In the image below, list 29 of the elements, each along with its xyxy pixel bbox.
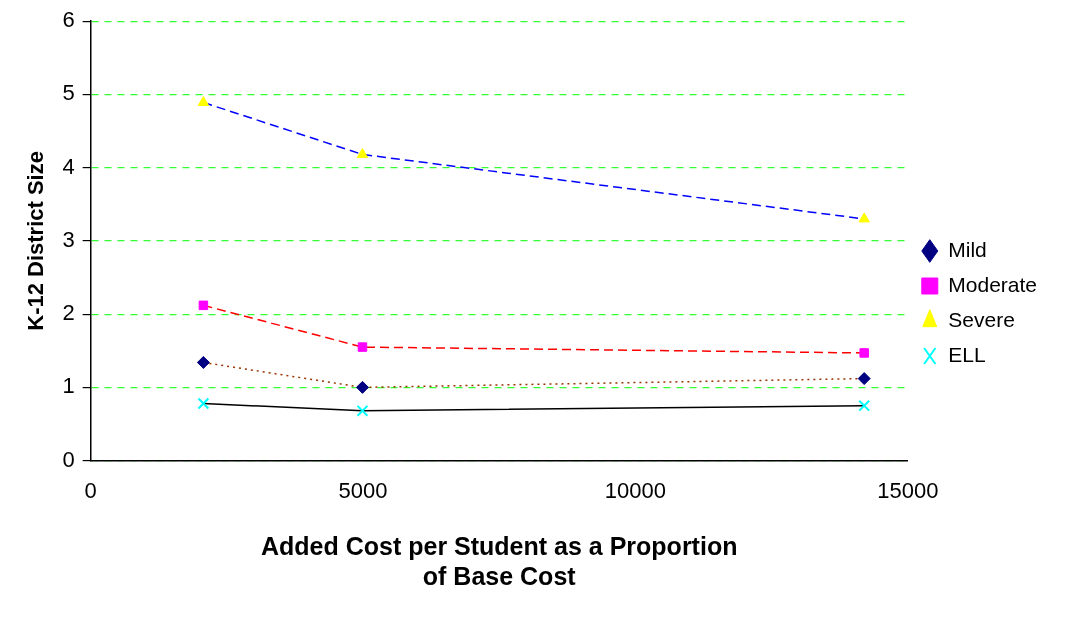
point <box>357 342 368 352</box>
x-tick-label: 10000 <box>604 477 666 503</box>
x-tick-label: 0 <box>84 477 97 503</box>
point <box>858 399 871 412</box>
legend-label: Mild <box>948 237 987 261</box>
legend-label: Moderate <box>948 272 1037 296</box>
x-axis-title: Added Cost per Student as a Proportion of Base Cost <box>261 531 738 590</box>
point <box>356 404 369 417</box>
y-tick-label: 5 <box>62 80 75 106</box>
y-tick-label: 3 <box>62 226 75 252</box>
point <box>857 372 871 386</box>
point <box>196 355 210 369</box>
x-tick-label: 5000 <box>338 477 388 503</box>
y-tick-label: 1 <box>62 373 75 399</box>
legend-label: Severe <box>948 307 1015 331</box>
y-tick-label: 6 <box>62 7 75 33</box>
point <box>859 348 869 358</box>
point <box>858 212 870 223</box>
x-tick-label: 15000 <box>877 477 939 503</box>
point <box>198 300 209 311</box>
y-axis-title: K-12 District Size <box>23 151 49 331</box>
point <box>355 380 369 394</box>
point <box>197 397 210 410</box>
point <box>356 147 369 158</box>
point <box>197 95 210 106</box>
y-tick-label: 0 <box>62 446 75 472</box>
legend-label: ELL <box>948 342 986 366</box>
y-tick-label: 2 <box>62 300 75 326</box>
y-tick-label: 4 <box>62 153 75 179</box>
